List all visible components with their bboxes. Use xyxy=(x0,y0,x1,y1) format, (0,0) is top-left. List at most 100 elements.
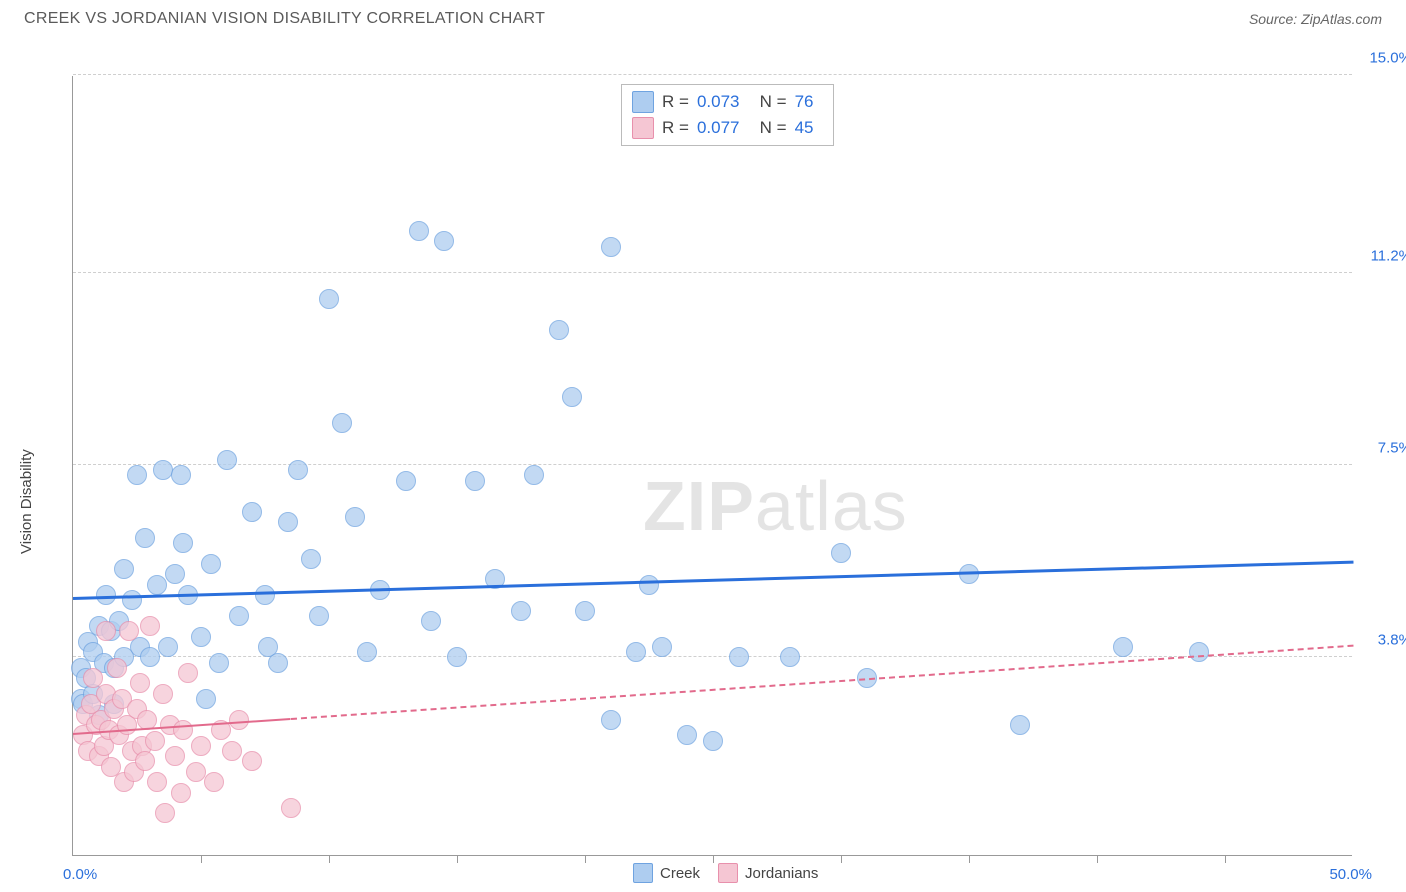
x-tick xyxy=(841,855,842,863)
scatter-point xyxy=(165,746,185,766)
x-tick xyxy=(1225,855,1226,863)
scatter-point xyxy=(357,642,377,662)
scatter-point xyxy=(171,465,191,485)
scatter-point xyxy=(1113,637,1133,657)
scatter-point xyxy=(345,507,365,527)
stat-n-label: N = xyxy=(755,118,787,138)
y-axis-title: Vision Disability xyxy=(18,449,35,554)
scatter-point xyxy=(229,710,249,730)
x-tick xyxy=(585,855,586,863)
scatter-point xyxy=(652,637,672,657)
scatter-point xyxy=(155,803,175,823)
scatter-point xyxy=(281,798,301,818)
scatter-point xyxy=(204,772,224,792)
scatter-point xyxy=(288,460,308,480)
gridline xyxy=(73,74,1352,75)
legend-item: Creek xyxy=(633,863,700,883)
scatter-point xyxy=(127,465,147,485)
gridline xyxy=(73,272,1352,273)
scatter-point xyxy=(147,575,167,595)
scatter-point xyxy=(140,647,160,667)
scatter-point xyxy=(242,502,262,522)
scatter-point xyxy=(301,549,321,569)
scatter-point xyxy=(140,616,160,636)
scatter-point xyxy=(135,528,155,548)
watermark: ZIPatlas xyxy=(643,466,908,546)
scatter-point xyxy=(165,564,185,584)
stat-n-label: N = xyxy=(755,92,787,112)
x-tick xyxy=(457,855,458,863)
scatter-point xyxy=(201,554,221,574)
scatter-point xyxy=(222,741,242,761)
scatter-point xyxy=(465,471,485,491)
scatter-point xyxy=(217,450,237,470)
x-tick xyxy=(329,855,330,863)
source-attribution: Source: ZipAtlas.com xyxy=(1249,11,1382,27)
series-legend: Creek Jordanians xyxy=(633,863,818,883)
x-tick xyxy=(969,855,970,863)
scatter-point xyxy=(119,621,139,641)
scatter-point xyxy=(601,237,621,257)
legend-label: Creek xyxy=(660,865,700,882)
trend-line xyxy=(73,561,1353,600)
scatter-point xyxy=(122,590,142,610)
stats-row: R = 0.077 N = 45 xyxy=(632,115,823,141)
chart-title: CREEK VS JORDANIAN VISION DISABILITY COR… xyxy=(24,10,545,28)
scatter-point xyxy=(434,231,454,251)
scatter-point xyxy=(158,637,178,657)
y-tick-label: 11.2% xyxy=(1357,247,1406,264)
scatter-point xyxy=(178,663,198,683)
series-swatch xyxy=(632,91,654,113)
scatter-point xyxy=(524,465,544,485)
x-tick xyxy=(713,855,714,863)
series-swatch xyxy=(632,117,654,139)
legend-swatch xyxy=(718,863,738,883)
scatter-point xyxy=(703,731,723,751)
scatter-point xyxy=(107,658,127,678)
correlation-stats-box: R = 0.073 N = 76 R = 0.077 N = 45 xyxy=(621,84,834,146)
scatter-point xyxy=(575,601,595,621)
scatter-point xyxy=(268,653,288,673)
scatter-point xyxy=(562,387,582,407)
gridline xyxy=(73,464,1352,465)
scatter-point xyxy=(278,512,298,532)
stat-r-value: 0.077 xyxy=(697,118,747,138)
scatter-point xyxy=(153,460,173,480)
scatter-point xyxy=(171,783,191,803)
scatter-point xyxy=(511,601,531,621)
x-max-label: 50.0% xyxy=(1329,866,1372,883)
scatter-point xyxy=(549,320,569,340)
scatter-point xyxy=(229,606,249,626)
scatter-point xyxy=(332,413,352,433)
x-tick xyxy=(1097,855,1098,863)
stats-row: R = 0.073 N = 76 xyxy=(632,89,823,115)
scatter-point xyxy=(173,720,193,740)
scatter-point xyxy=(319,289,339,309)
y-tick-label: 7.5% xyxy=(1357,440,1406,457)
x-tick xyxy=(201,855,202,863)
scatter-point xyxy=(242,751,262,771)
stat-r-label: R = xyxy=(662,92,689,112)
scatter-point xyxy=(255,585,275,605)
stat-n-value: 45 xyxy=(795,118,823,138)
stat-r-value: 0.073 xyxy=(697,92,747,112)
scatter-point xyxy=(1189,642,1209,662)
scatter-point xyxy=(780,647,800,667)
scatter-point xyxy=(396,471,416,491)
scatter-point xyxy=(145,731,165,751)
scatter-point xyxy=(96,621,116,641)
scatter-point xyxy=(626,642,646,662)
scatter-point xyxy=(153,684,173,704)
stat-n-value: 76 xyxy=(795,92,823,112)
scatter-point xyxy=(196,689,216,709)
scatter-point xyxy=(421,611,441,631)
legend-swatch xyxy=(633,863,653,883)
scatter-point xyxy=(639,575,659,595)
y-tick-label: 3.8% xyxy=(1357,632,1406,649)
stat-r-label: R = xyxy=(662,118,689,138)
scatter-point xyxy=(729,647,749,667)
scatter-point xyxy=(114,559,134,579)
plot-area: 3.8%7.5%11.2%15.0%0.0%50.0%ZIPatlasR =0.… xyxy=(72,76,1352,856)
legend-label: Jordanians xyxy=(745,865,818,882)
scatter-point xyxy=(831,543,851,563)
